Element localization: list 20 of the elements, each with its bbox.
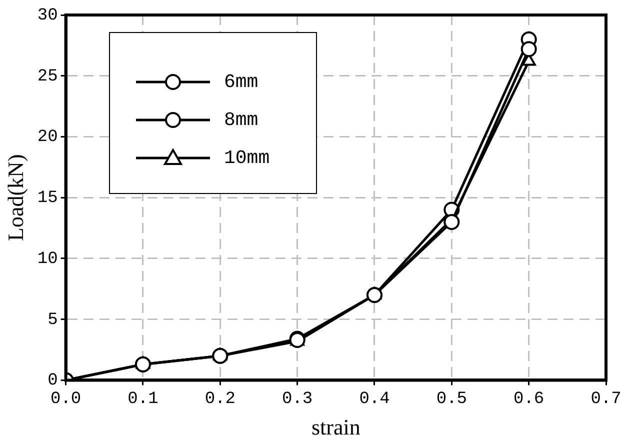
x-tick-label: 0.6	[514, 390, 544, 409]
x-tick-label: 0.3	[282, 390, 313, 409]
legend-label: 8mm	[224, 109, 258, 131]
y-tick-label: 30	[37, 6, 58, 26]
y-axis-title: Load(kN)	[2, 154, 28, 241]
y-tick-label: 25	[37, 67, 58, 86]
y-tick-label: 5	[48, 310, 58, 330]
x-tick-label: 0.5	[436, 390, 467, 409]
y-tick-label: 0	[48, 372, 58, 391]
x-tick-label: 0.7	[590, 390, 622, 409]
legend-label: 10mm	[224, 147, 270, 169]
x-tick-label: 0.1	[128, 390, 158, 409]
x-tick-label: 0.4	[359, 390, 390, 409]
y-tick-label: 20	[37, 128, 58, 148]
x-axis-title: strain	[311, 414, 360, 440]
x-tick-label: 0.2	[204, 390, 236, 409]
x-tick-label: 0.0	[50, 390, 82, 409]
y-tick-label: 10	[37, 250, 58, 269]
y-tick-label: 15	[37, 189, 58, 208]
legend-label: 6mm	[224, 71, 258, 93]
